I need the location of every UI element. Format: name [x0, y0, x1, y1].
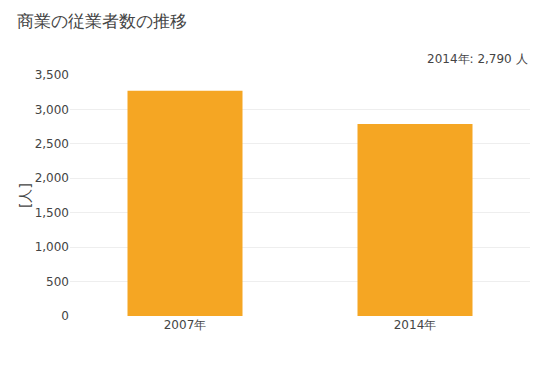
svg-text:商業の従業者数の推移: 商業の従業者数の推移: [17, 11, 187, 31]
svg-text:0: 0: [61, 309, 69, 323]
svg-text:2014年: 2,790 人: 2014年: 2,790 人: [427, 52, 528, 66]
svg-text:2007年: 2007年: [164, 318, 207, 332]
svg-text:2,000: 2,000: [35, 171, 69, 185]
svg-text:500: 500: [46, 275, 69, 289]
svg-text:3,000: 3,000: [35, 103, 69, 117]
svg-text:2,500: 2,500: [35, 137, 69, 151]
svg-text:3,500: 3,500: [35, 68, 69, 82]
svg-text:[人]: [人]: [17, 183, 33, 208]
svg-text:1,500: 1,500: [35, 206, 69, 220]
svg-text:2014年: 2014年: [394, 318, 437, 332]
svg-text:1,000: 1,000: [35, 240, 69, 254]
